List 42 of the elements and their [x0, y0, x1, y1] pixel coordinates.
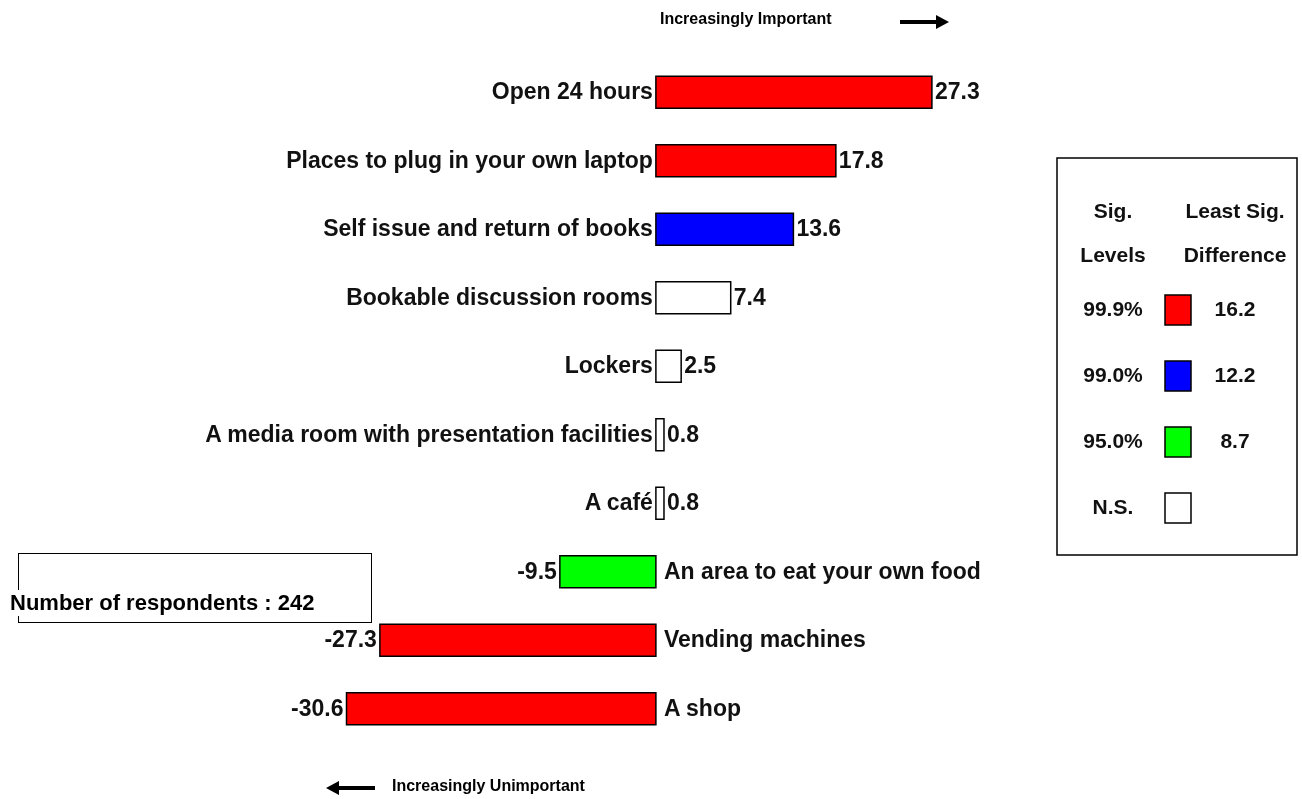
- bar: [379, 623, 657, 658]
- data-label: 0.8: [666, 489, 700, 516]
- legend-label: 99.9%: [1083, 297, 1144, 320]
- data-label: -30.6: [291, 694, 344, 721]
- data-label: 17.8: [838, 146, 884, 173]
- bar: [655, 280, 732, 315]
- y-tick-label: A media room with presentation facilities: [205, 420, 653, 447]
- legend-label: 95.0%: [1083, 429, 1144, 452]
- bar: [655, 75, 933, 110]
- legend-title: Sig. Levels: [1080, 199, 1146, 266]
- y-tick-label: A shop: [663, 694, 741, 721]
- bar: [559, 554, 657, 589]
- y-tick-label: Places to plug in your own laptop: [286, 146, 653, 173]
- bar: [655, 143, 837, 178]
- text: 12.2: [1214, 363, 1256, 386]
- bar: [655, 486, 665, 521]
- text: Increasingly Unimportant: [392, 777, 585, 795]
- y-tick-label: Open 24 hours: [491, 78, 653, 105]
- text: 16.2: [1214, 297, 1256, 320]
- y-tick-label: Bookable discussion rooms: [346, 283, 653, 310]
- data-label: 27.3: [934, 78, 980, 105]
- bar: [655, 417, 665, 452]
- text: Least Sig. Difference: [1183, 199, 1287, 266]
- legend-label: N.S.: [1092, 495, 1134, 518]
- bar: [655, 212, 795, 247]
- text: 8.7: [1220, 429, 1250, 452]
- y-tick-label: An area to eat your own food: [663, 557, 981, 584]
- y-tick-label: Lockers: [564, 352, 653, 379]
- data-label: 7.4: [733, 283, 766, 310]
- data-label: 13.6: [796, 215, 842, 242]
- y-tick-label: Self issue and return of books: [323, 215, 653, 242]
- y-tick-label: Vending machines: [663, 626, 866, 653]
- data-label: -9.5: [517, 557, 558, 584]
- bar: [655, 349, 682, 384]
- y-tick-label: A café: [584, 489, 653, 516]
- legend-label: 99.0%: [1083, 363, 1144, 386]
- bar: [345, 691, 657, 726]
- data-label: 2.5: [684, 352, 717, 379]
- data-label: 0.8: [666, 420, 700, 447]
- text: Number of respondents : 242: [10, 590, 315, 616]
- data-label: -27.3: [324, 626, 377, 653]
- text: Increasingly Important: [660, 10, 832, 28]
